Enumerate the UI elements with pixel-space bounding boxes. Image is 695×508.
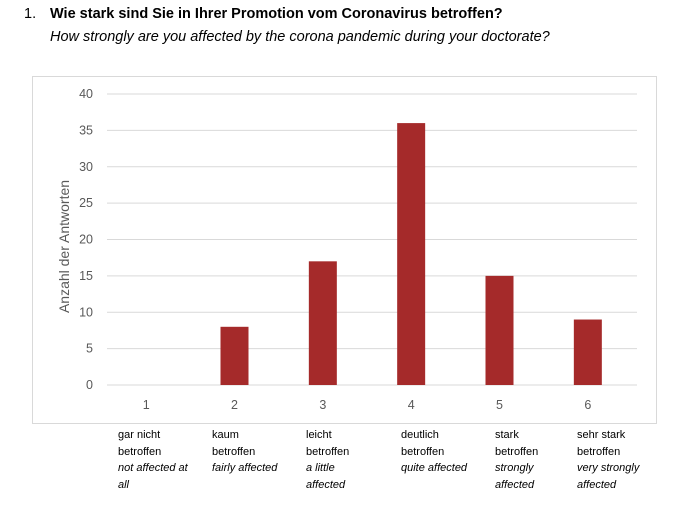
y-axis-label: Anzahl der Antworten [56, 180, 72, 313]
x-tick-label-6: 6 [584, 398, 591, 412]
category-label-6: sehr stark betroffen very strongly affec… [577, 429, 640, 491]
x-tick-label-2: 2 [231, 398, 238, 412]
x-tick-label-5: 5 [496, 398, 503, 412]
question-number: 1. [24, 6, 37, 22]
bar-5 [485, 275, 514, 385]
y-tick-label-15: 15 [79, 269, 93, 283]
y-tick-label-35: 35 [79, 123, 93, 137]
category-label-1: gar nicht betroffen not affected at all [118, 429, 188, 491]
x-tick-label-3: 3 [319, 398, 326, 412]
category-label-4: deutlich betroffen quite affected [401, 429, 468, 474]
category-label-5: stark betroffen strongly affected [495, 429, 539, 491]
chart-frame [32, 76, 657, 424]
bar-4 [397, 123, 426, 385]
y-tick-label-10: 10 [79, 305, 93, 319]
y-tick-label-20: 20 [79, 233, 93, 247]
y-tick-label-5: 5 [86, 342, 93, 356]
bar-3 [308, 261, 337, 385]
question-subtitle: How strongly are you affected by the cor… [50, 29, 550, 45]
y-tick-label-25: 25 [79, 196, 93, 210]
bar-6 [573, 319, 602, 385]
y-tick-label-30: 30 [79, 160, 93, 174]
y-tick-label-0: 0 [86, 378, 93, 392]
x-tick-label-1: 1 [143, 398, 150, 412]
category-label-2: kaum betroffen fairly affected [212, 429, 278, 474]
x-tick-label-4: 4 [408, 398, 415, 412]
question-title: Wie stark sind Sie in Ihrer Promotion vo… [50, 6, 503, 22]
y-tick-label-40: 40 [79, 87, 93, 101]
category-label-3: leicht betroffen a little affected [306, 429, 350, 491]
bar-2 [220, 326, 249, 385]
